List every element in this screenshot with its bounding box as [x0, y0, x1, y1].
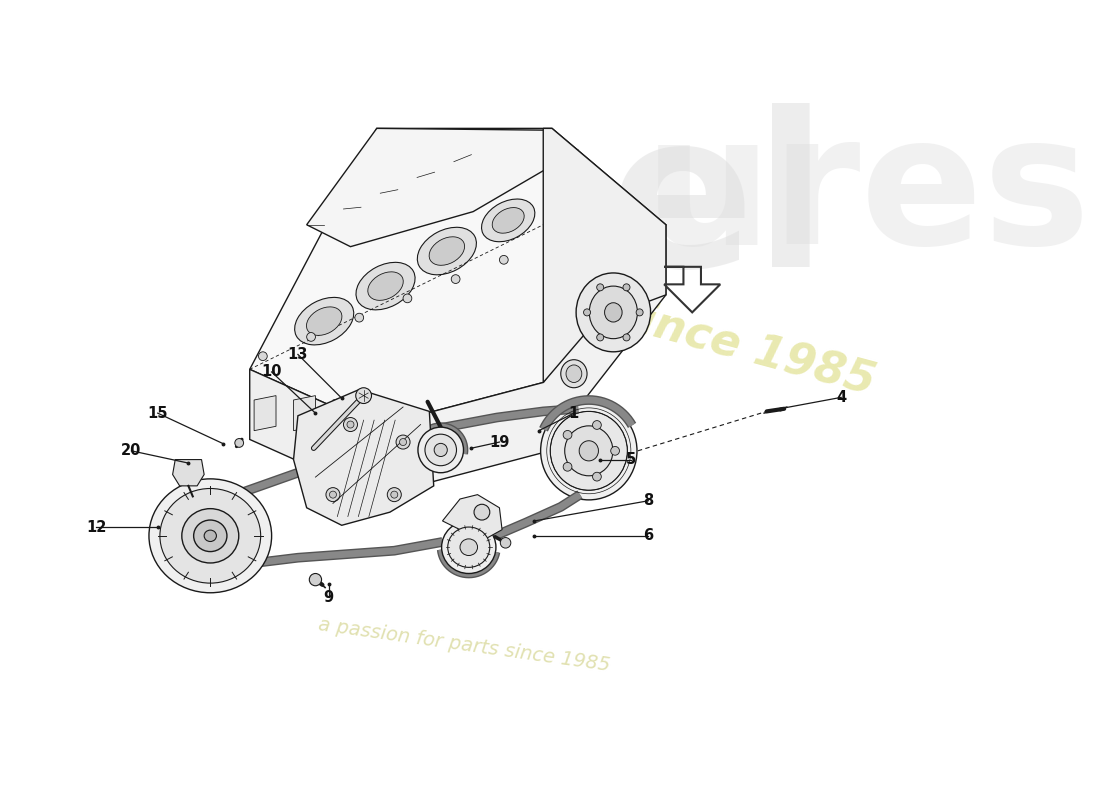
Text: 1: 1 — [569, 406, 579, 421]
Ellipse shape — [590, 286, 637, 338]
Polygon shape — [543, 128, 666, 382]
Text: 4: 4 — [836, 390, 846, 405]
Circle shape — [596, 284, 604, 291]
Circle shape — [307, 333, 316, 342]
Ellipse shape — [448, 527, 490, 567]
Ellipse shape — [425, 434, 456, 466]
Circle shape — [403, 294, 411, 302]
Circle shape — [500, 538, 510, 548]
Circle shape — [399, 438, 407, 446]
Circle shape — [326, 488, 340, 502]
Text: 19: 19 — [490, 434, 509, 450]
Ellipse shape — [160, 489, 261, 583]
Circle shape — [396, 435, 410, 449]
Circle shape — [355, 314, 364, 322]
Circle shape — [563, 430, 572, 439]
Text: 20: 20 — [121, 443, 142, 458]
Ellipse shape — [429, 237, 464, 266]
Circle shape — [584, 309, 591, 316]
Ellipse shape — [540, 402, 637, 500]
Circle shape — [390, 491, 398, 498]
Circle shape — [636, 309, 644, 316]
Text: ures: ures — [644, 106, 1091, 282]
Ellipse shape — [460, 539, 477, 555]
Ellipse shape — [492, 207, 525, 233]
Ellipse shape — [205, 530, 217, 542]
Ellipse shape — [295, 298, 354, 345]
Text: el: el — [608, 102, 828, 312]
Ellipse shape — [566, 365, 582, 382]
Text: 12: 12 — [86, 519, 107, 534]
Circle shape — [623, 284, 630, 291]
Ellipse shape — [417, 227, 476, 274]
Circle shape — [499, 255, 508, 264]
Ellipse shape — [367, 272, 404, 300]
Circle shape — [234, 438, 243, 447]
Ellipse shape — [561, 360, 587, 388]
Circle shape — [330, 491, 337, 498]
Circle shape — [593, 421, 602, 430]
Polygon shape — [294, 396, 316, 430]
Circle shape — [309, 574, 321, 586]
Ellipse shape — [482, 199, 535, 242]
Circle shape — [346, 421, 354, 428]
Text: 8: 8 — [644, 494, 653, 508]
Circle shape — [343, 418, 358, 431]
Text: 5: 5 — [626, 452, 636, 467]
Circle shape — [593, 472, 602, 481]
Ellipse shape — [148, 479, 272, 593]
Ellipse shape — [550, 411, 627, 490]
Circle shape — [610, 446, 619, 455]
Ellipse shape — [441, 521, 496, 574]
Ellipse shape — [564, 426, 613, 476]
Circle shape — [596, 334, 604, 341]
Ellipse shape — [576, 273, 650, 352]
Polygon shape — [333, 396, 355, 430]
Ellipse shape — [434, 443, 448, 457]
Circle shape — [563, 462, 572, 471]
Text: 10: 10 — [262, 365, 282, 379]
Polygon shape — [294, 390, 433, 526]
Polygon shape — [377, 225, 666, 496]
Text: a passion for parts since 1985: a passion for parts since 1985 — [317, 615, 612, 675]
Circle shape — [258, 352, 267, 361]
Polygon shape — [173, 459, 205, 486]
Text: 15: 15 — [147, 406, 168, 421]
Ellipse shape — [194, 520, 227, 551]
Text: 13: 13 — [288, 347, 308, 362]
Circle shape — [623, 334, 630, 341]
Ellipse shape — [580, 441, 598, 461]
Ellipse shape — [418, 427, 463, 473]
Text: 9: 9 — [323, 590, 333, 605]
Polygon shape — [250, 128, 666, 426]
Ellipse shape — [182, 509, 239, 563]
Circle shape — [387, 488, 402, 502]
Ellipse shape — [307, 307, 342, 335]
Circle shape — [451, 274, 460, 283]
Ellipse shape — [356, 262, 415, 310]
Text: since 1985: since 1985 — [609, 292, 880, 403]
Ellipse shape — [605, 302, 623, 322]
Polygon shape — [250, 370, 377, 496]
Text: 6: 6 — [644, 528, 653, 543]
Circle shape — [474, 504, 490, 520]
Circle shape — [355, 388, 372, 403]
Polygon shape — [442, 494, 502, 538]
Polygon shape — [307, 128, 579, 246]
Polygon shape — [254, 396, 276, 430]
